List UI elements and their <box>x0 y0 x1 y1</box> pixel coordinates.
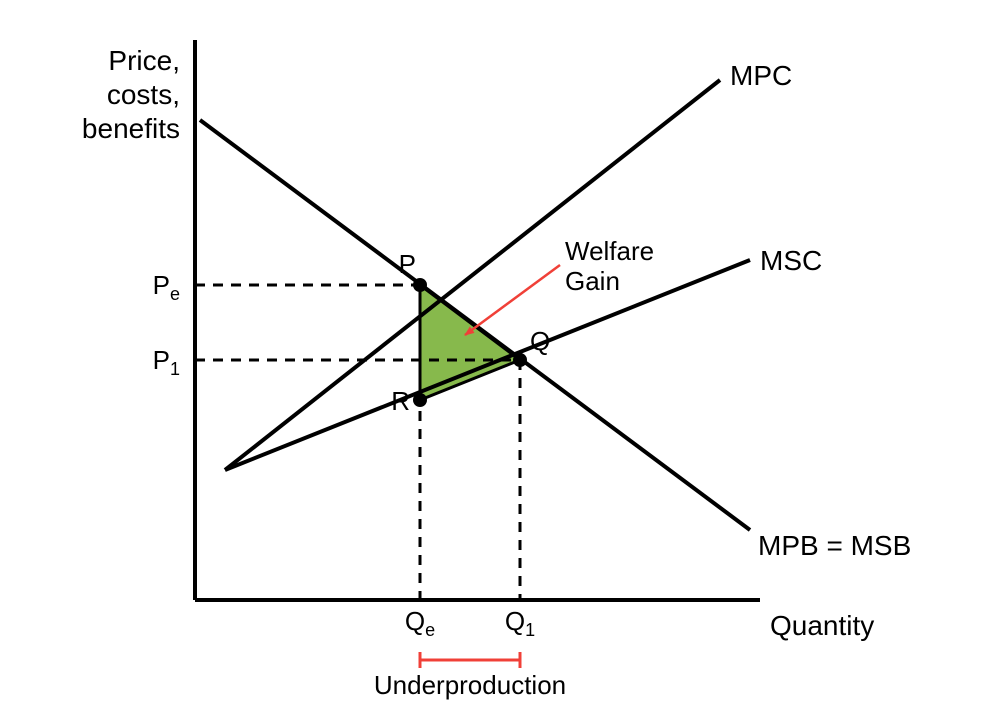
underproduction-label: Underproduction <box>374 670 566 700</box>
x-axis-label: Quantity <box>770 610 874 641</box>
point-q <box>513 353 527 367</box>
label-mpb: MPB = MSB <box>758 530 911 561</box>
externality-diagram: P Q R MPC MSC MPB = MSB Price,costs,benefits Qu… <box>0 0 1002 720</box>
label-point-p: P <box>399 249 416 279</box>
label-mpc: MPC <box>730 60 792 91</box>
welfare-gain-label: WelfareGain <box>565 236 654 296</box>
mpc-curve <box>225 80 720 470</box>
welfare-arrow <box>465 265 560 335</box>
mpb-curve <box>200 120 750 530</box>
label-point-q: Q <box>530 326 550 356</box>
tick-p1: P1 <box>153 345 180 379</box>
msc-curve <box>225 260 750 470</box>
point-p <box>413 278 427 292</box>
label-point-r: R <box>391 386 410 416</box>
tick-qe: Qe <box>405 606 435 640</box>
label-msc: MSC <box>760 245 822 276</box>
point-r <box>413 393 427 407</box>
y-axis-label: Price,costs,benefits <box>82 45 180 144</box>
tick-q1: Q1 <box>505 606 535 640</box>
tick-pe: Pe <box>153 270 180 304</box>
